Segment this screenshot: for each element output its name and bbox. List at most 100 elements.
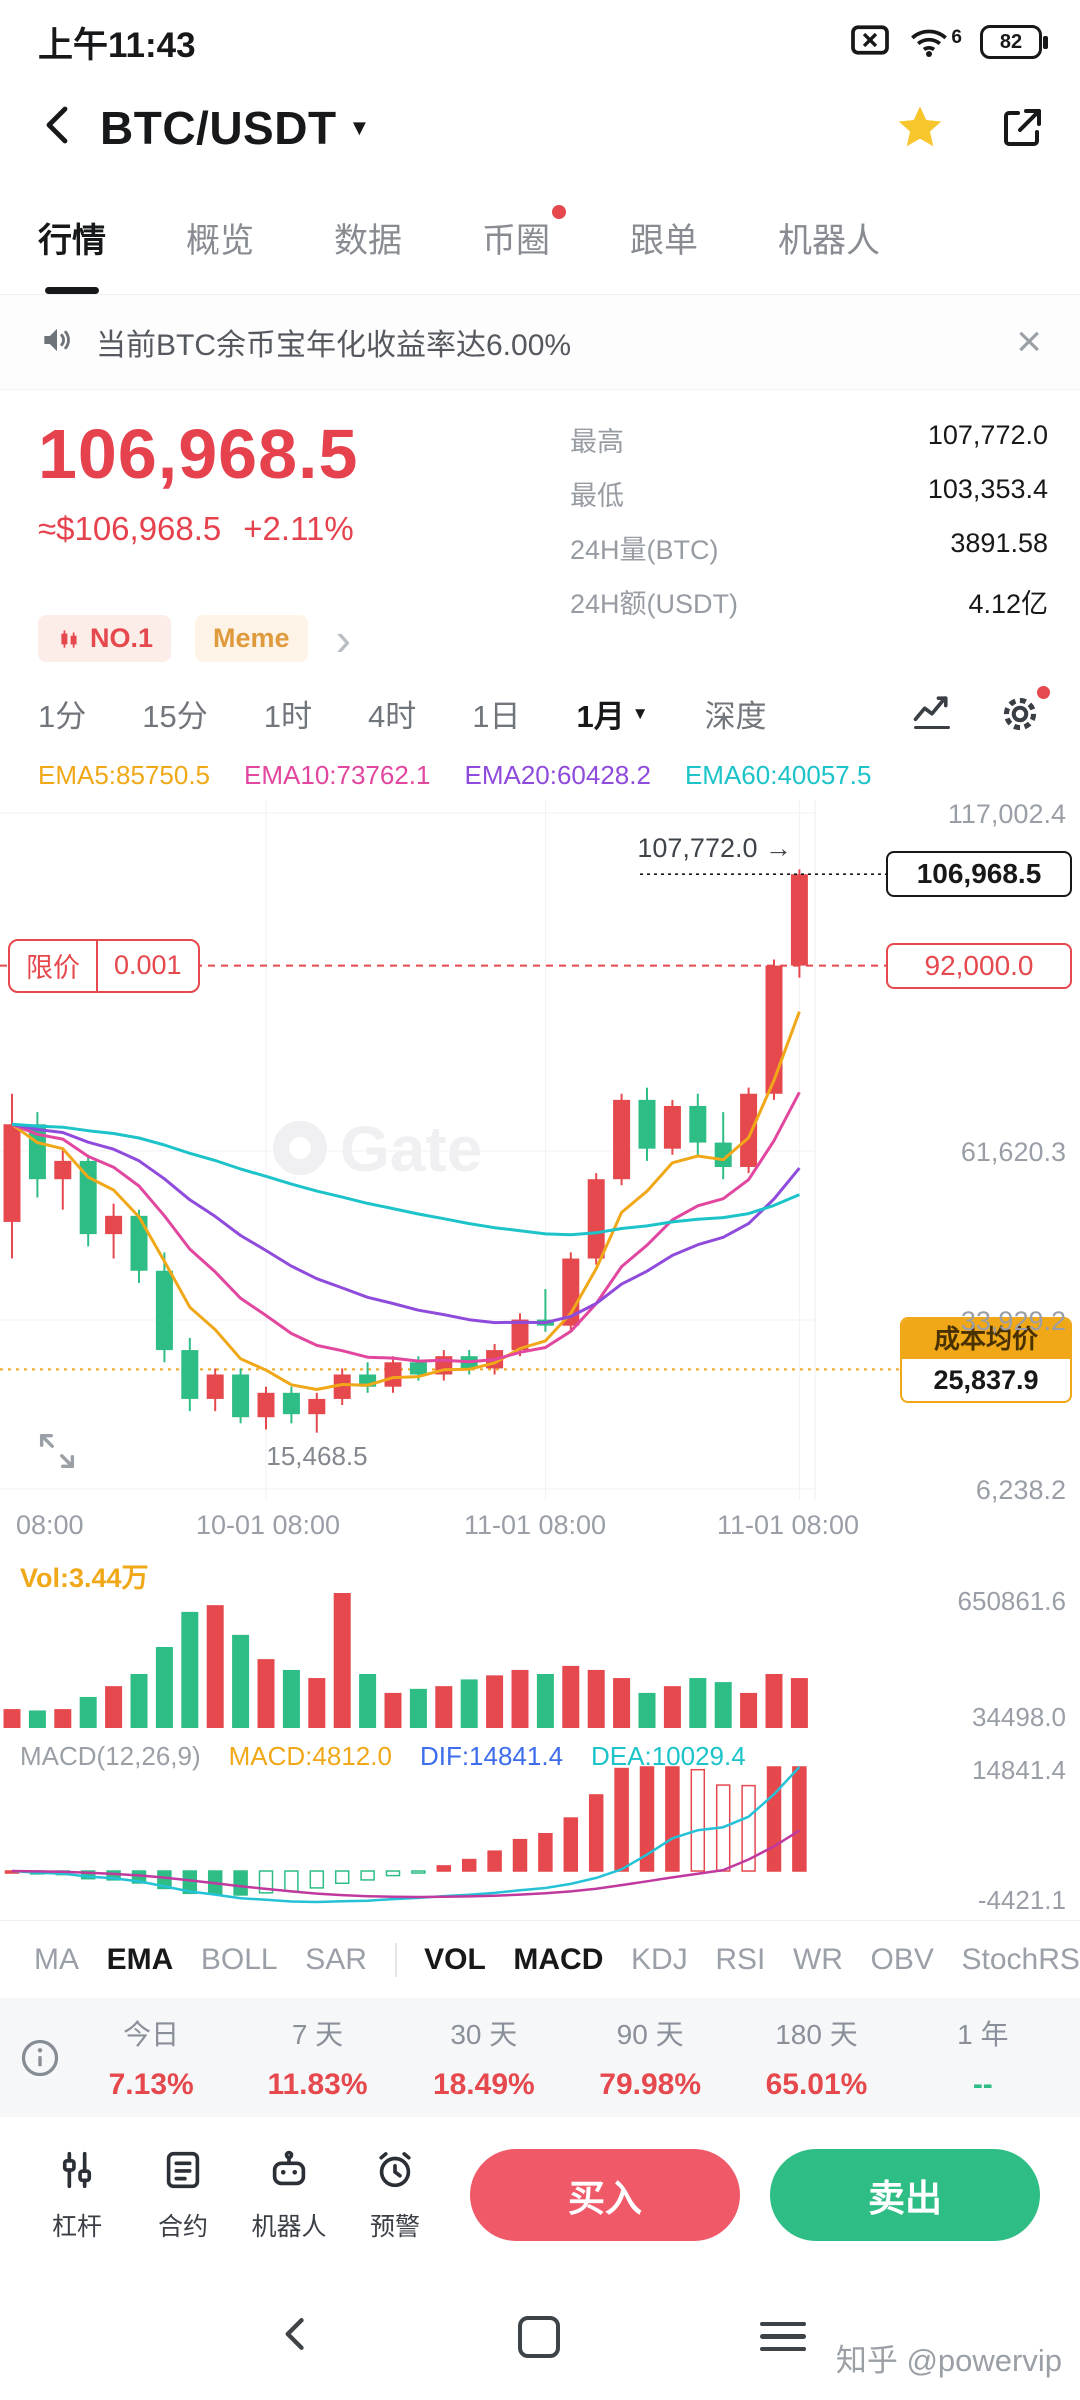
stat-label: 最低 — [570, 481, 624, 511]
close-icon[interactable]: × — [1016, 317, 1042, 366]
performance-value: -- — [972, 2068, 993, 2101]
robot-icon — [266, 2147, 312, 2198]
chevron-right-icon[interactable]: › — [335, 612, 351, 665]
cost-average-label: 成本均价 — [902, 1319, 1070, 1360]
info-icon[interactable] — [18, 2036, 62, 2080]
indicator-tab-StochRS[interactable]: StochRS — [961, 1942, 1080, 1976]
x-axis-labels: 08:00 10-01 08:00 11-01 08:00 11-01 08:00 — [0, 1498, 1080, 1550]
indicator-tab-SAR[interactable]: SAR — [305, 1942, 367, 1976]
y-axis-label: 6,238.2 — [975, 1475, 1066, 1505]
indicator-tab-VOL[interactable]: VOL — [424, 1942, 486, 1976]
stat-row: 24H额(USDT) 4.12亿 — [570, 582, 1048, 621]
tool-label: 预警 — [369, 2213, 420, 2241]
tool-杠杆[interactable]: 杠杆 — [24, 2147, 130, 2243]
volume-chart[interactable] — [0, 1580, 1080, 1730]
sell-button[interactable]: 卖出 — [770, 2149, 1040, 2241]
x-axis-label: 11-01 08:00 — [463, 1510, 607, 1540]
y-axis-label: 33,929.2 — [960, 1306, 1066, 1336]
timeframe-list: 1分 15分 1时 4时 1日 1月 ▼ 深度 — [38, 691, 767, 736]
performance-item: 7 天 11.83% — [234, 2013, 400, 2102]
tool-label: 机器人 — [251, 2213, 327, 2241]
timeframe-1日[interactable]: 1日 — [472, 691, 520, 736]
stat-label: 24H量(BTC) — [570, 535, 719, 565]
divider — [96, 940, 98, 991]
change-percent: +2.11% — [243, 510, 354, 547]
announcement-bar[interactable]: 当前BTC余币宝年化收益率达6.00% × — [0, 295, 1080, 390]
indicator-tab-WR[interactable]: WR — [792, 1942, 843, 1976]
cost-average-value: 25,837.9 — [933, 1365, 1039, 1396]
status-icons: 6 82 — [849, 23, 1048, 62]
indicator-tab-EMA[interactable]: EMA — [106, 1942, 174, 1976]
indicator-chart-icon[interactable] — [910, 689, 954, 738]
timeframe-1分[interactable]: 1分 — [38, 691, 86, 736]
nav-recents-icon[interactable] — [760, 2314, 806, 2360]
performance-label: 1 年 — [957, 2019, 1009, 2050]
timeframe-1时[interactable]: 1时 — [264, 691, 312, 736]
candlestick-chart[interactable]: Gate — [0, 800, 1080, 1500]
macd-labels: MACD(12,26,9) MACD:4812.0 DIF:14841.4 DE… — [20, 1741, 746, 1772]
tab-机器人[interactable]: 机器人 — [778, 187, 880, 294]
performance-item: 180 天 65.01% — [733, 2013, 899, 2102]
macd-chart[interactable] — [0, 1757, 1080, 1917]
leverage-icon — [54, 2147, 100, 2198]
cost-average-tag: 成本均价 25,837.9 — [900, 1317, 1072, 1404]
timeframe-15分[interactable]: 15分 — [142, 691, 207, 736]
tool-合约[interactable]: 合约 — [130, 2147, 236, 2243]
watermark-text: 知乎 @powervip — [835, 2343, 1062, 2378]
nav-home-icon[interactable] — [518, 2315, 560, 2358]
system-nav-bar: 知乎 @powervip — [0, 2273, 1080, 2400]
tab-跟单[interactable]: 跟单 — [630, 187, 698, 294]
alert-price-axis-tag[interactable]: 92,000.0 — [886, 942, 1072, 989]
indicator-tab-RSI[interactable]: RSI — [715, 1942, 766, 1976]
limit-label: 限价 — [26, 953, 80, 984]
tool-预警[interactable]: 预警 — [342, 2147, 448, 2243]
share-icon[interactable] — [998, 104, 1046, 152]
timeframe-深度[interactable]: 深度 — [705, 691, 767, 736]
tab-行情[interactable]: 行情 — [38, 187, 106, 294]
settings-gear-icon[interactable] — [998, 685, 1050, 736]
status-bar: 上午11:43 6 82 — [0, 0, 1080, 70]
limit-order-tag[interactable]: 限价 0.001 — [8, 938, 200, 993]
timeframe-4时[interactable]: 4时 — [368, 691, 416, 736]
expand-chart-icon[interactable] — [34, 1428, 80, 1479]
message-blocked-icon — [849, 23, 891, 62]
timeframe-1月[interactable]: 1月 ▼ — [576, 691, 648, 736]
x-axis-label: 08:00 — [16, 1510, 84, 1540]
tab-币圈[interactable]: 币圈 — [482, 187, 566, 294]
performance-value: 11.83% — [267, 2068, 368, 2101]
tab-概览[interactable]: 概览 — [186, 187, 254, 294]
mini-candle-icon — [61, 629, 77, 648]
ema-legend-item: EMA60:40057.5 — [684, 759, 872, 790]
timeframe-label: 深度 — [704, 699, 767, 734]
back-icon[interactable] — [34, 101, 82, 154]
no1-badge[interactable]: NO.1 — [38, 615, 172, 662]
indicator-tab-MA[interactable]: MA — [34, 1942, 79, 1976]
meme-badge[interactable]: Meme — [195, 615, 308, 662]
tool-shortcuts: 杠杆 合约 机器人 预警 — [24, 2147, 448, 2243]
tool-机器人[interactable]: 机器人 — [236, 2147, 342, 2243]
stat-row: 最低 103,353.4 — [570, 474, 1048, 513]
battery-icon: 82 — [980, 25, 1048, 59]
tab-数据[interactable]: 数据 — [334, 187, 402, 294]
macd-axis-min: -4421.1 — [977, 1885, 1066, 1915]
alert-price-axis-value: 92,000.0 — [924, 949, 1034, 981]
price-block: 106,968.5 ≈$106,968.5 +2.11% — [38, 414, 358, 600]
indicator-tab-BOLL[interactable]: BOLL — [200, 1942, 278, 1976]
buy-button[interactable]: 买入 — [470, 2149, 740, 2241]
indicator-tab-MACD[interactable]: MACD — [513, 1942, 604, 1976]
notification-dot-icon — [1037, 685, 1050, 699]
ema-legend: EMA5:85750.5 EMA10:73762.1 EMA20:60428.2 EM… — [0, 750, 1080, 800]
indicator-tab-OBV[interactable]: OBV — [870, 1942, 934, 1976]
tool-label: 杠杆 — [51, 2213, 102, 2241]
macd-panel: MACD(12,26,9) MACD:4812.0 DIF:14841.4 DE… — [0, 1735, 1080, 1920]
nav-back-icon[interactable] — [274, 2312, 318, 2361]
stat-value: 4.12亿 — [968, 589, 1048, 619]
pair-dropdown-icon[interactable]: ▼ — [348, 114, 371, 140]
indicator-tab-KDJ[interactable]: KDJ — [631, 1942, 688, 1976]
favorite-star-icon[interactable] — [894, 102, 946, 154]
stat-value: 3891.58 — [950, 528, 1048, 558]
timeframe-label: 1日 — [472, 699, 521, 734]
x-axis-label: 10-01 08:00 — [195, 1510, 341, 1540]
pair-title[interactable]: BTC/USDT — [100, 101, 337, 154]
nav-tabs: 行情 概览 数据 币圈 跟单 机器人 — [0, 185, 1080, 295]
